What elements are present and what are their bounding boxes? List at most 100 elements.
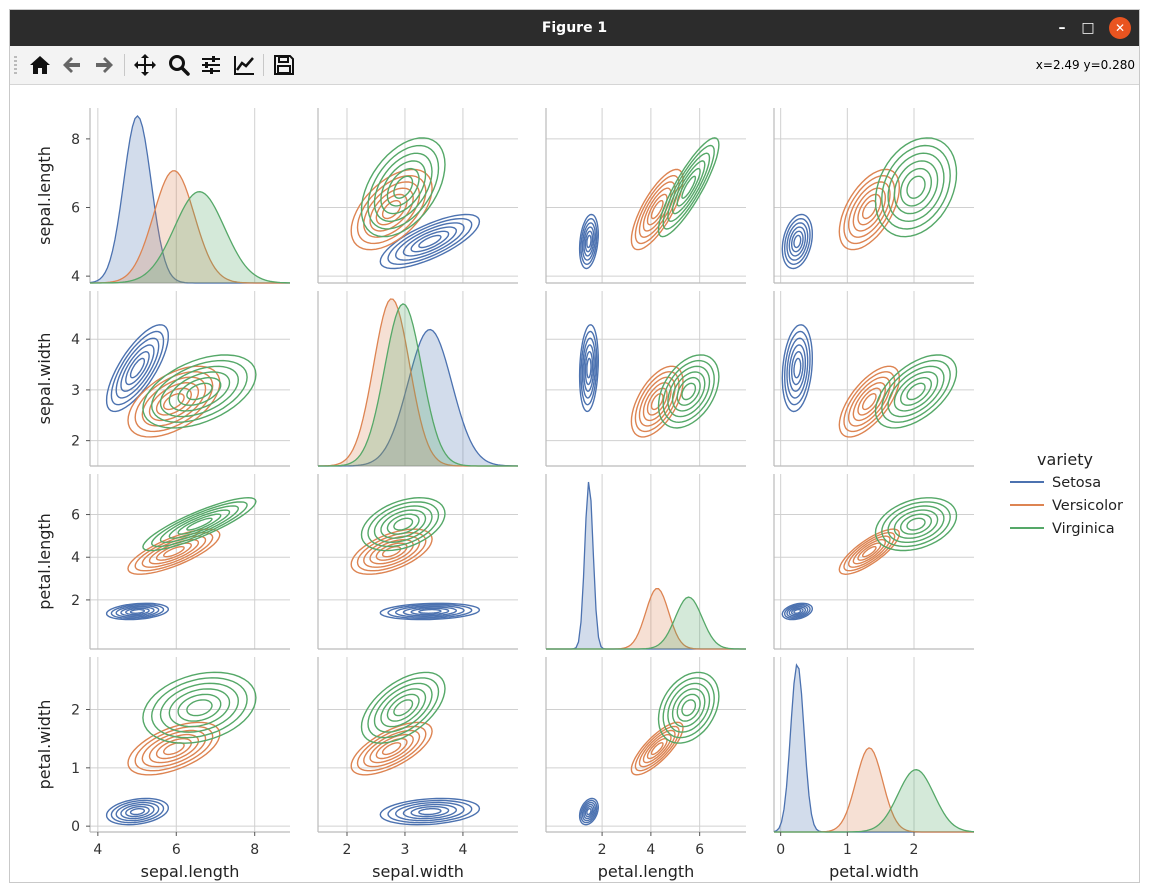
window-title: Figure 1 bbox=[541, 20, 608, 36]
kde-fill-virginica bbox=[318, 303, 518, 466]
zoom-icon bbox=[169, 55, 190, 76]
contour-versicolor bbox=[369, 539, 414, 565]
pairplot-figure[interactable]: 468sepal.length234sepal.width246petal.le… bbox=[10, 85, 1139, 882]
contour-setosa bbox=[410, 230, 450, 253]
contour-versicolor bbox=[148, 733, 200, 764]
contour-setosa bbox=[581, 801, 597, 822]
contour-setosa bbox=[584, 350, 594, 386]
contour-versicolor bbox=[381, 742, 402, 756]
contour-virginica bbox=[881, 144, 951, 230]
contour-virginica bbox=[159, 682, 240, 733]
contour-virginica bbox=[150, 677, 248, 739]
subplot-sepal.length-vs-petal.width bbox=[773, 108, 974, 284]
contour-virginica bbox=[168, 688, 231, 728]
contour-virginica bbox=[186, 382, 213, 401]
cursor-coordinates: x=2.49 y=0.280 bbox=[1035, 58, 1135, 72]
contour-setosa bbox=[418, 234, 442, 249]
contour-setosa bbox=[379, 213, 481, 270]
kde-line-virginica bbox=[90, 191, 291, 284]
contour-virginica bbox=[177, 377, 222, 406]
contour-setosa bbox=[578, 213, 600, 270]
contour-virginica bbox=[874, 354, 958, 429]
x-tick-label: 2 bbox=[343, 842, 352, 858]
contour-setosa bbox=[578, 797, 600, 826]
contour-versicolor bbox=[162, 546, 185, 558]
contour-virginica bbox=[373, 682, 433, 733]
contour-setosa bbox=[115, 605, 160, 618]
contour-setosa bbox=[584, 805, 594, 818]
contour-versicolor bbox=[642, 187, 672, 232]
contour-setosa bbox=[394, 605, 465, 618]
contour-versicolor bbox=[356, 725, 427, 772]
contour-versicolor bbox=[381, 546, 402, 558]
save-button[interactable] bbox=[270, 52, 298, 78]
pan-button[interactable] bbox=[131, 52, 159, 78]
contour-setosa bbox=[402, 226, 458, 257]
kde-line-versicolor bbox=[90, 170, 290, 284]
kde-fill-setosa bbox=[546, 482, 746, 649]
configure-subplots-button[interactable] bbox=[197, 52, 225, 78]
contour-versicolor bbox=[155, 738, 193, 760]
y-tick-label: 1 bbox=[71, 761, 80, 777]
contour-virginica bbox=[393, 517, 414, 531]
home-button[interactable] bbox=[26, 52, 54, 78]
contour-versicolor bbox=[638, 181, 676, 238]
x-tick-label: 2 bbox=[598, 842, 607, 858]
x-tick-label: 1 bbox=[843, 842, 852, 858]
close-button[interactable]: ✕ bbox=[1109, 17, 1131, 39]
title-bar: Figure 1 – □ ✕ bbox=[10, 10, 1139, 46]
zoom-button[interactable] bbox=[165, 52, 193, 78]
edit-axis-button[interactable] bbox=[230, 52, 258, 78]
contour-setosa bbox=[581, 222, 597, 261]
contour-setosa bbox=[786, 222, 809, 261]
forward-button[interactable] bbox=[90, 52, 118, 78]
maximize-button[interactable]: □ bbox=[1081, 20, 1095, 36]
y-tick-label: 4 bbox=[71, 269, 80, 285]
contour-virginica bbox=[671, 160, 706, 215]
kde-fill-setosa bbox=[318, 329, 518, 466]
contour-setosa bbox=[125, 350, 150, 386]
contour-setosa bbox=[580, 799, 598, 824]
toolbar-separator bbox=[124, 54, 125, 76]
minimize-button[interactable]: – bbox=[1058, 20, 1066, 36]
contour-setosa bbox=[783, 603, 811, 619]
contour-setosa bbox=[583, 803, 595, 820]
subplot-sepal.length-vs-sepal.width bbox=[317, 108, 518, 284]
toolbar-grip[interactable] bbox=[14, 56, 17, 74]
subplot-petal.length-vs-sepal.width bbox=[317, 474, 518, 650]
contour-setosa bbox=[580, 330, 598, 406]
kde-line-virginica bbox=[546, 596, 746, 650]
contour-setosa bbox=[783, 217, 811, 266]
contour-versicolor bbox=[350, 721, 433, 776]
contour-setosa bbox=[410, 607, 450, 616]
y-tick-label: 6 bbox=[71, 508, 80, 524]
kde-line-virginica bbox=[318, 303, 518, 467]
contour-versicolor bbox=[634, 371, 680, 433]
contour-setosa bbox=[786, 605, 809, 618]
contour-versicolor bbox=[630, 168, 684, 251]
contour-setosa bbox=[129, 608, 145, 615]
back-button[interactable] bbox=[58, 52, 86, 78]
contour-virginica bbox=[671, 688, 706, 728]
contour-virginica bbox=[367, 144, 440, 230]
toolbar-separator bbox=[263, 54, 264, 76]
contour-virginica bbox=[393, 175, 414, 199]
contour-versicolor bbox=[646, 738, 668, 760]
subplot-petal.length-vs-sepal.length: 2 4 6 petal.length bbox=[35, 474, 290, 650]
contour-setosa bbox=[580, 217, 598, 266]
kde-fill-versicolor bbox=[774, 747, 974, 832]
contour-virginica bbox=[657, 137, 720, 238]
contour-versicolor bbox=[650, 200, 664, 220]
subplot-sepal.width-vs-sepal.length: 2 3 4 sepal.width bbox=[35, 291, 290, 467]
legend-label-versicolor: Versicolor bbox=[1052, 498, 1123, 514]
contour-virginica bbox=[662, 144, 715, 230]
home-icon bbox=[30, 56, 50, 74]
contour-virginica bbox=[386, 693, 420, 722]
contour-setosa bbox=[387, 799, 473, 824]
y-tick-label: 0 bbox=[71, 819, 80, 835]
contour-virginica bbox=[150, 359, 248, 423]
contour-setosa bbox=[387, 603, 473, 619]
contour-setosa bbox=[781, 324, 814, 413]
contour-virginica bbox=[667, 365, 711, 418]
kde-fill-versicolor bbox=[546, 588, 746, 649]
